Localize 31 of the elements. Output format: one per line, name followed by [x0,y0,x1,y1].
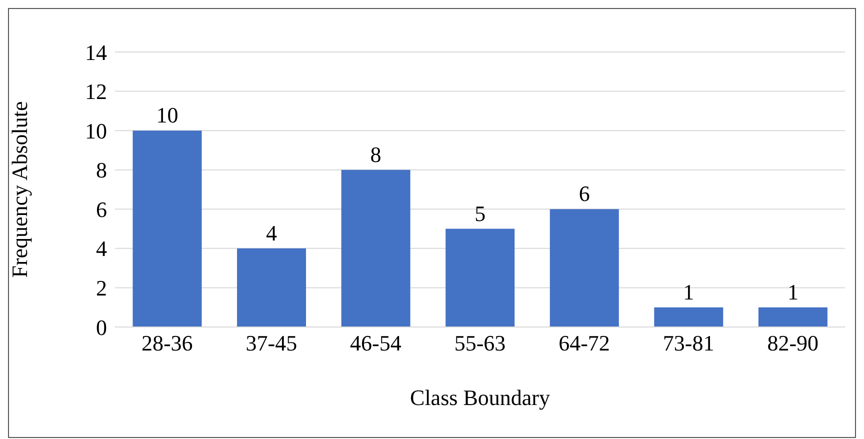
x-tick-label: 73-81 [662,330,714,356]
data-label: 6 [578,181,590,206]
bar [654,307,724,327]
y-tick-label: 2 [96,276,107,301]
bar [758,307,828,327]
x-tick-label: 55-63 [454,330,506,356]
data-label: 4 [266,220,278,246]
bar [237,248,306,327]
bar [341,170,410,327]
bar [446,228,515,327]
y-tick-label: 0 [96,314,107,340]
y-tick-label: 6 [96,196,107,222]
y-tick-label: 4 [96,236,107,262]
data-label: 1 [683,279,694,304]
x-tick-label: 28-36 [141,330,193,356]
y-tick-label: 14 [85,40,107,65]
x-tick-label: 37-45 [246,330,298,356]
y-tick-label: 8 [96,158,107,183]
x-tick-label: 82-90 [767,330,819,356]
data-label: 5 [474,200,486,226]
data-label: 10 [156,102,178,128]
bar [550,209,619,327]
x-tick-label: 46-54 [350,330,402,356]
x-tick-label: 64-72 [558,330,610,356]
x-axis-title: Class Boundary [410,385,550,410]
data-label: 8 [370,142,382,167]
y-axis-title: Frequency Absolute [6,101,32,278]
bar [132,130,202,327]
y-tick-label: 12 [85,79,107,104]
data-label: 1 [787,279,798,304]
y-tick-label: 10 [85,118,107,144]
